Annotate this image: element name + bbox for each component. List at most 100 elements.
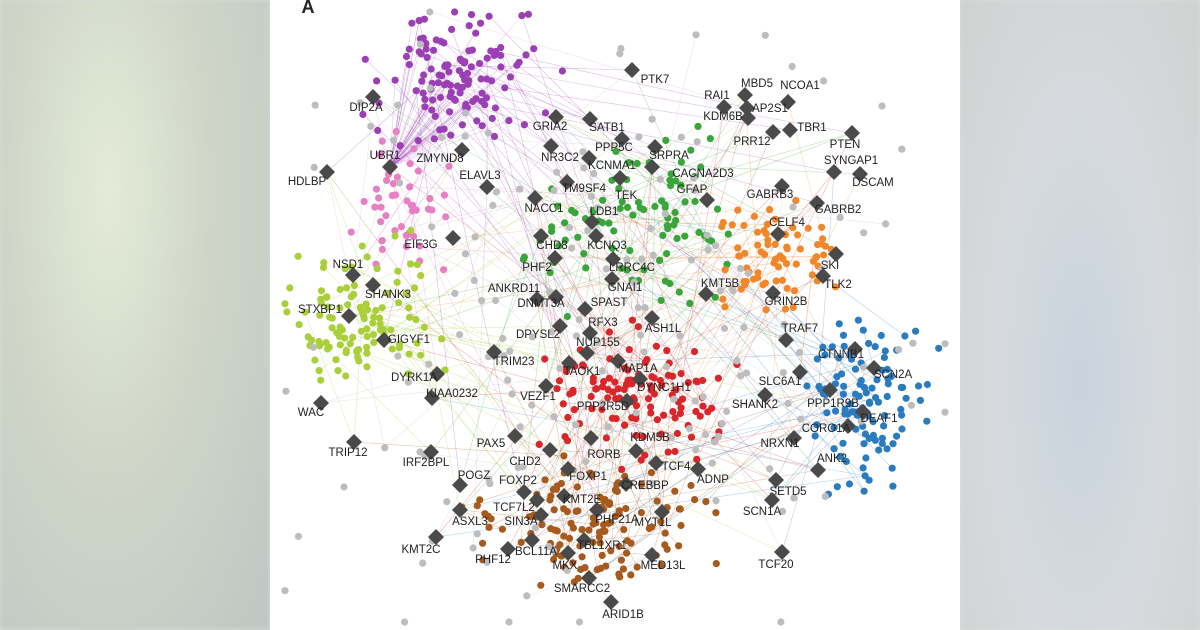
gene-dot bbox=[589, 520, 597, 528]
gene-dot bbox=[681, 232, 689, 240]
gene-dot bbox=[604, 386, 612, 394]
gene-label: SYNGAP1 bbox=[824, 155, 878, 167]
gene-dot bbox=[550, 555, 558, 564]
gene-dot bbox=[519, 255, 528, 264]
edge bbox=[799, 371, 865, 492]
gene-dot bbox=[830, 424, 838, 432]
gene-dot bbox=[461, 132, 469, 140]
hub-diamond bbox=[479, 179, 495, 195]
gene-dot bbox=[835, 354, 843, 362]
gene-dot bbox=[443, 498, 451, 506]
gene-dot bbox=[677, 404, 685, 412]
hub-diamond bbox=[612, 170, 628, 186]
edge bbox=[394, 80, 561, 327]
gene-dot bbox=[477, 75, 485, 83]
gene-label: RORB bbox=[587, 449, 621, 461]
edge bbox=[389, 38, 421, 168]
gene-dot bbox=[548, 227, 556, 235]
edge bbox=[586, 231, 758, 354]
gene-dot bbox=[804, 224, 812, 232]
gene-dot bbox=[295, 321, 303, 329]
gene-dot bbox=[462, 100, 470, 108]
gene-dot bbox=[681, 198, 689, 206]
gene-dot bbox=[640, 348, 648, 356]
gene-dot bbox=[334, 367, 342, 375]
edge bbox=[714, 439, 773, 501]
hub-diamond bbox=[847, 341, 863, 357]
gene-dot bbox=[478, 122, 486, 130]
edge bbox=[589, 332, 708, 413]
gene-dot bbox=[346, 340, 354, 348]
gene-dot bbox=[282, 387, 290, 395]
gene-dot bbox=[384, 289, 392, 297]
gene-dot bbox=[628, 316, 637, 324]
hub-diamond bbox=[581, 150, 597, 166]
gene-dot bbox=[406, 313, 414, 321]
edge bbox=[383, 267, 586, 341]
gene-dot bbox=[716, 287, 725, 295]
hub-diamond bbox=[644, 547, 660, 563]
gene-dot bbox=[513, 61, 521, 69]
edge bbox=[304, 311, 355, 443]
gene-dot bbox=[596, 539, 604, 547]
gene-dot bbox=[656, 256, 664, 264]
gene-dot bbox=[402, 242, 410, 251]
edge bbox=[836, 376, 849, 427]
hub-diamond bbox=[527, 190, 543, 206]
gene-dot bbox=[664, 225, 672, 233]
gene-dot bbox=[342, 349, 350, 357]
gene-dot bbox=[568, 206, 576, 214]
gene-dot bbox=[820, 77, 828, 85]
gene-label: PHF2 bbox=[522, 262, 551, 274]
gene-dot bbox=[336, 323, 344, 331]
gene-dot bbox=[778, 507, 787, 515]
edge bbox=[389, 106, 466, 168]
edge bbox=[705, 293, 878, 381]
gene-dot bbox=[605, 499, 614, 507]
gene-label: DYNC1H1 bbox=[637, 382, 691, 394]
gene-dot bbox=[545, 542, 553, 551]
gene-dot bbox=[652, 342, 661, 350]
gene-dot bbox=[376, 314, 384, 322]
edge bbox=[389, 138, 435, 168]
gene-dot bbox=[672, 386, 680, 394]
edge bbox=[430, 201, 623, 453]
gene-dot bbox=[378, 304, 386, 312]
gene-dot bbox=[317, 287, 326, 295]
gene-dot bbox=[570, 406, 578, 414]
hub-diamond bbox=[604, 271, 620, 287]
gene-dot bbox=[699, 402, 707, 410]
gene-dot bbox=[771, 240, 779, 248]
edge bbox=[488, 16, 591, 120]
gene-dot bbox=[578, 526, 586, 534]
edge bbox=[389, 51, 496, 168]
edge bbox=[393, 139, 849, 427]
gene-dot bbox=[673, 234, 681, 242]
gene-dot bbox=[790, 494, 798, 502]
edge bbox=[705, 293, 852, 360]
gene-dot bbox=[324, 303, 332, 311]
hub-diamond bbox=[588, 228, 604, 244]
hub-diamond bbox=[365, 277, 381, 293]
edge bbox=[431, 397, 866, 477]
hub-diamond bbox=[774, 178, 790, 194]
gene-label: MKX bbox=[553, 560, 578, 572]
gene-dot bbox=[550, 413, 558, 421]
gene-dot bbox=[537, 581, 545, 589]
gene-label: RFX3 bbox=[588, 317, 617, 329]
gene-dot bbox=[684, 379, 692, 387]
edge bbox=[377, 130, 391, 168]
hub-diamond bbox=[644, 310, 660, 326]
gene-dot bbox=[902, 394, 910, 402]
gene-dot bbox=[535, 440, 543, 448]
gene-dot bbox=[888, 464, 896, 472]
edge bbox=[616, 411, 864, 485]
gene-dot bbox=[623, 380, 631, 388]
edge bbox=[389, 99, 455, 168]
gene-dot bbox=[644, 395, 653, 403]
gene-dot bbox=[632, 415, 640, 423]
gene-dot bbox=[389, 180, 397, 188]
gene-dot bbox=[438, 335, 446, 343]
gene-dot bbox=[687, 481, 695, 490]
hub-diamond bbox=[542, 442, 558, 458]
